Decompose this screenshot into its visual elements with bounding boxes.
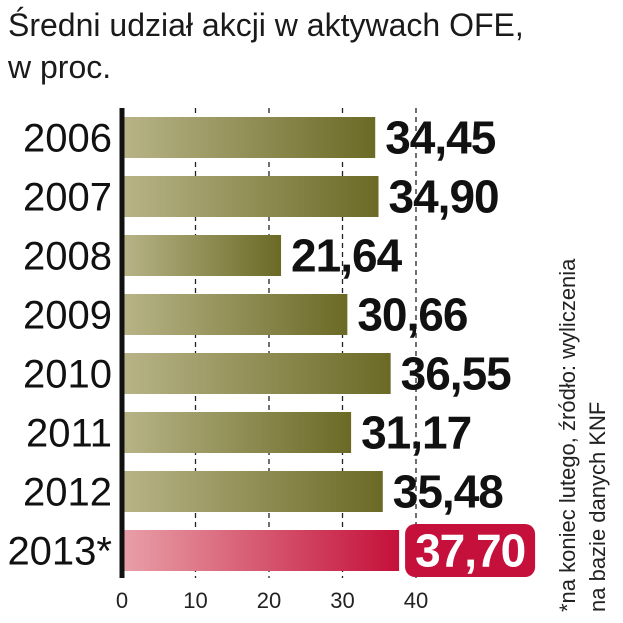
highlight-value-badge — [405, 524, 536, 577]
bar-2009 — [122, 294, 348, 335]
footnote-line-2: na bazie danych KNF — [585, 401, 610, 612]
bar-2010 — [122, 353, 391, 394]
value-label: 34,90 — [389, 171, 499, 223]
x-tick-label: 0 — [116, 588, 128, 613]
labels: 2006 34,45 2007 34,90 2008 21,64 2009 30,66 2010… — [7, 112, 536, 577]
chart-title: Średni udział akcji w aktywach OFE, — [8, 7, 524, 43]
category-label: 2006 — [23, 117, 112, 161]
category-label: 2009 — [23, 294, 112, 338]
bars — [122, 117, 400, 571]
value-label: 31,17 — [361, 407, 471, 459]
category-label: 2007 — [23, 176, 112, 220]
category-label: 2010 — [23, 353, 112, 397]
category-label: 2012 — [23, 471, 112, 515]
value-label: 21,64 — [291, 230, 403, 282]
value-label: 30,66 — [357, 289, 467, 341]
axis: 0 10 20 30 40 — [116, 108, 428, 613]
bar-2012 — [122, 471, 383, 512]
bar-2006 — [122, 117, 376, 158]
bar-2013* — [122, 530, 400, 571]
category-label: 2008 — [23, 235, 112, 279]
value-label: 37,70 — [415, 525, 525, 577]
category-label: 2011 — [26, 412, 112, 456]
x-tick-label: 40 — [404, 588, 428, 613]
chart-subtitle: w proc. — [8, 49, 112, 85]
value-label: 36,55 — [401, 348, 512, 400]
value-label: 34,45 — [385, 112, 496, 164]
x-tick-label: 30 — [330, 588, 354, 613]
bar-2011 — [122, 412, 352, 453]
x-tick-label: 20 — [257, 588, 281, 613]
chart-title-block: Średni udział akcji w aktywach OFE, w pr… — [8, 4, 524, 88]
bar-2008 — [122, 235, 282, 276]
bar-2007 — [122, 176, 379, 217]
footnote-line-1: *na koniec lutego, źródło: wyliczenia — [555, 258, 580, 612]
value-label: 35,48 — [393, 466, 504, 518]
category-label: 2013* — [7, 530, 112, 574]
x-tick-label: 10 — [183, 588, 207, 613]
